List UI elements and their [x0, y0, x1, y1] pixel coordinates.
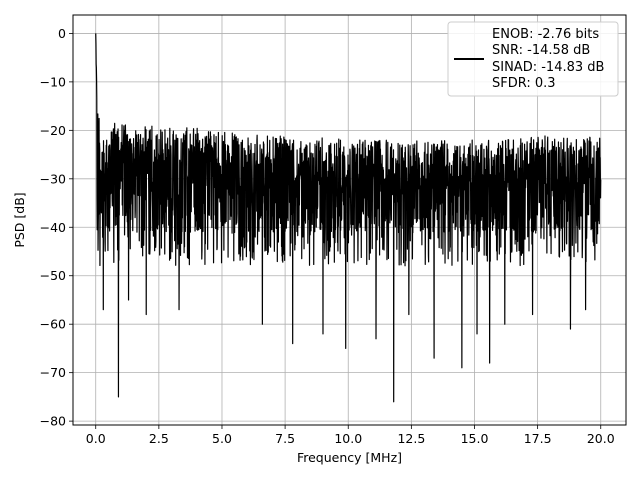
x-tick-label: 15.0 — [461, 431, 489, 446]
legend-box — [447, 21, 619, 97]
legend-line-3: SINAD: -14.83 dB — [492, 60, 604, 75]
x-tick-label: 0.0 — [86, 431, 106, 446]
y-axis-ticks: 0 −10 −20 −30 −40 −50 −60 −70 −80 — [40, 26, 73, 429]
plot-area — [95, 33, 602, 403]
x-tick-label: 2.5 — [149, 431, 169, 446]
x-axis-ticks: 0.0 2.5 5.0 7.5 10.0 12.5 15.0 17.5 20.0 — [86, 425, 615, 446]
y-tick-label: 0 — [58, 26, 66, 41]
legend: ENOB: -2.76 bits SNR: -14.58 dB SINAD: -… — [447, 21, 619, 97]
y-tick-label: −70 — [40, 365, 66, 380]
x-tick-label: 12.5 — [397, 431, 425, 446]
y-tick-label: −20 — [40, 123, 66, 138]
y-tick-label: −60 — [40, 317, 66, 332]
y-tick-label: −30 — [40, 171, 66, 186]
y-tick-label: −50 — [40, 268, 66, 283]
x-axis-label: Frequency [MHz] — [297, 450, 402, 465]
x-tick-label: 7.5 — [275, 431, 295, 446]
y-axis-label: PSD [dB] — [12, 192, 27, 247]
x-tick-label: 20.0 — [587, 431, 615, 446]
legend-line-4: SFDR: 0.3 — [492, 76, 556, 91]
y-tick-label: −10 — [40, 74, 66, 89]
y-tick-label: −80 — [40, 414, 66, 429]
psd-trace — [95, 33, 602, 403]
y-tick-label: −40 — [40, 220, 66, 235]
x-tick-label: 10.0 — [334, 431, 362, 446]
x-tick-label: 5.0 — [212, 431, 232, 446]
axes-frame — [72, 14, 627, 426]
legend-line-1: ENOB: -2.76 bits — [492, 27, 599, 42]
x-tick-label: 17.5 — [524, 431, 552, 446]
legend-line-2: SNR: -14.58 dB — [492, 43, 590, 58]
